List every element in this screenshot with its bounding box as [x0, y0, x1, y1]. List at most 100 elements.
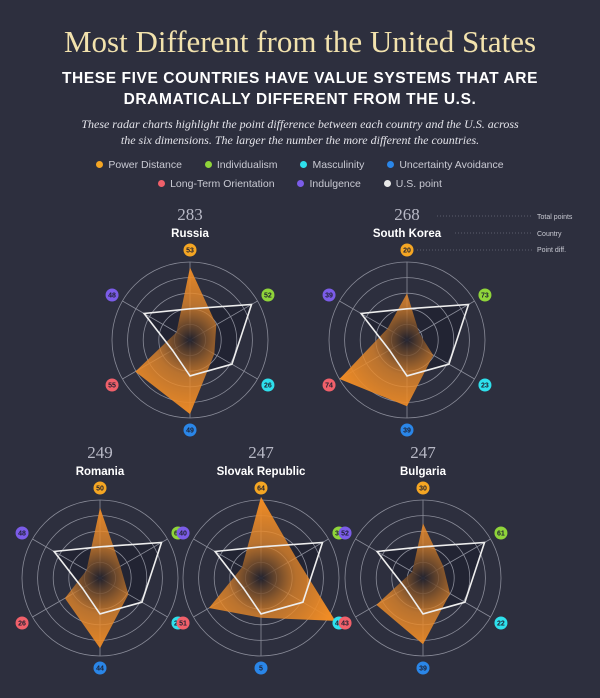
- country-name: South Korea: [373, 228, 442, 240]
- radar-chart-romania: 506120442648249Romania: [15, 443, 185, 675]
- diff-label: 50: [96, 486, 104, 493]
- diff-label: 5: [259, 666, 263, 673]
- dot-icon: [297, 180, 305, 187]
- legend-long-term-orientation: Long-Term Orientation: [158, 177, 275, 191]
- annotation-total: Total points: [537, 214, 573, 221]
- diff-badge: [261, 378, 275, 392]
- diff-label: 55: [108, 383, 116, 390]
- diff-badge: [322, 378, 336, 392]
- dot-icon: [204, 161, 212, 168]
- radar-chart-south-korea: 20 73 23 39 74 39 268 South Korea: [322, 205, 532, 437]
- diff-label: 51: [179, 621, 187, 628]
- diff-badge: [400, 243, 414, 257]
- dot-icon: [158, 180, 166, 187]
- diff-label: 39: [325, 293, 333, 300]
- diff-label: 26: [18, 621, 26, 628]
- us-outline: [213, 541, 324, 615]
- total-points: 268: [394, 205, 420, 224]
- diff-badge: [494, 616, 508, 630]
- diff-badge: [254, 481, 268, 495]
- subtitle-line: THESE FIVE COUNTRIES HAVE VALUE SYSTEMS …: [61, 70, 539, 87]
- country-name: Russia: [171, 228, 209, 240]
- diff-badge: [15, 616, 29, 630]
- total-points: 247: [410, 443, 436, 462]
- diff-label: 22: [497, 621, 505, 628]
- country-area: [339, 293, 434, 407]
- legend-row-2: Long-Term Orientation Indulgence U.S. po…: [0, 177, 600, 191]
- legend-label: Indulgence: [309, 178, 361, 190]
- diff-label: 39: [419, 666, 427, 673]
- diff-label: 40: [179, 531, 187, 538]
- us-outline: [52, 541, 163, 615]
- description-line: These radar charts highlight the point d…: [81, 117, 519, 131]
- subtitle-line: DRAMATICALLY DIFFERENT FROM THE U.S.: [123, 91, 477, 108]
- diff-badge: [183, 243, 197, 257]
- total-points: 283: [177, 205, 203, 224]
- radar-chart-russia: 53 52 26 49 55 48 283 Russia: [105, 205, 275, 437]
- diff-badge: [261, 288, 275, 302]
- country-name: Slovak Republic: [217, 466, 306, 478]
- subtitle: THESE FIVE COUNTRIES HAVE VALUE SYSTEMS …: [0, 68, 600, 110]
- diff-label: 30: [419, 486, 427, 493]
- diff-label: 26: [264, 383, 272, 390]
- legend-label: Power Distance: [108, 159, 182, 171]
- diff-badge: [93, 661, 107, 675]
- dot-icon: [300, 161, 308, 168]
- radar-chart-slovak-republic: 64394855140247Slovak Republic: [176, 443, 346, 675]
- description: These radar charts highlight the point d…: [20, 116, 580, 148]
- diff-badge: [400, 423, 414, 437]
- country-name: Romania: [76, 466, 125, 478]
- diff-badge: [338, 616, 352, 630]
- total-points: 247: [248, 443, 274, 462]
- legend-us-point: U.S. point: [383, 177, 442, 191]
- page-title: Most Different from the United States: [63, 24, 537, 59]
- diff-badge: [322, 288, 336, 302]
- legend-indulgence: Indulgence: [297, 177, 361, 191]
- us-outline: [142, 303, 253, 377]
- diff-label: 52: [341, 531, 349, 538]
- us-outline: [375, 541, 486, 615]
- legend-masculinity: Masculinity: [300, 158, 364, 172]
- diff-label: 53: [186, 248, 194, 255]
- diff-label: 73: [481, 293, 489, 300]
- country-name: Bulgaria: [400, 466, 447, 478]
- us-outline: [359, 303, 470, 377]
- legend-label: U.S. point: [395, 178, 442, 190]
- axis-line: [355, 538, 424, 579]
- diff-label: 48: [18, 531, 26, 538]
- legend-label: Individualism: [216, 159, 278, 171]
- diff-badge: [176, 616, 190, 630]
- diff-label: 49: [186, 428, 194, 435]
- country-area: [209, 496, 336, 621]
- country-area: [64, 507, 129, 649]
- diff-badge: [416, 481, 430, 495]
- legend-label: Masculinity: [312, 159, 365, 171]
- diff-badge: [15, 526, 29, 540]
- diff-badge: [93, 481, 107, 495]
- diff-badge: [183, 423, 197, 437]
- diff-badge: [494, 526, 508, 540]
- legend-power-distance: Power Distance: [96, 158, 182, 172]
- diff-badge: [478, 378, 492, 392]
- diff-badge: [105, 378, 119, 392]
- diff-label: 74: [325, 383, 333, 390]
- dot-icon: [383, 180, 391, 187]
- legend-individualism: Individualism: [204, 158, 278, 172]
- diff-label: 61: [497, 531, 505, 538]
- legend-label: Uncertainty Avoidance: [399, 159, 504, 171]
- diff-label: 20: [403, 248, 411, 255]
- diff-label: 43: [341, 621, 349, 628]
- radar-chart-bulgaria: 30 61 22 39 43 52 247 Bulgaria: [338, 443, 508, 675]
- legend-label: Long-Term Orientation: [170, 178, 275, 190]
- legend-row-1: Power Distance Individualism Masculinity…: [0, 158, 600, 172]
- annotation-country: Country: [537, 231, 562, 238]
- dot-icon: [387, 161, 395, 168]
- annotation-diff: Point diff.: [537, 247, 567, 254]
- diff-label: 64: [257, 486, 265, 493]
- diff-badge: [416, 661, 430, 675]
- diff-label: 44: [96, 666, 104, 673]
- diff-label: 48: [108, 293, 116, 300]
- country-area: [376, 523, 450, 645]
- diff-label: 23: [481, 383, 489, 390]
